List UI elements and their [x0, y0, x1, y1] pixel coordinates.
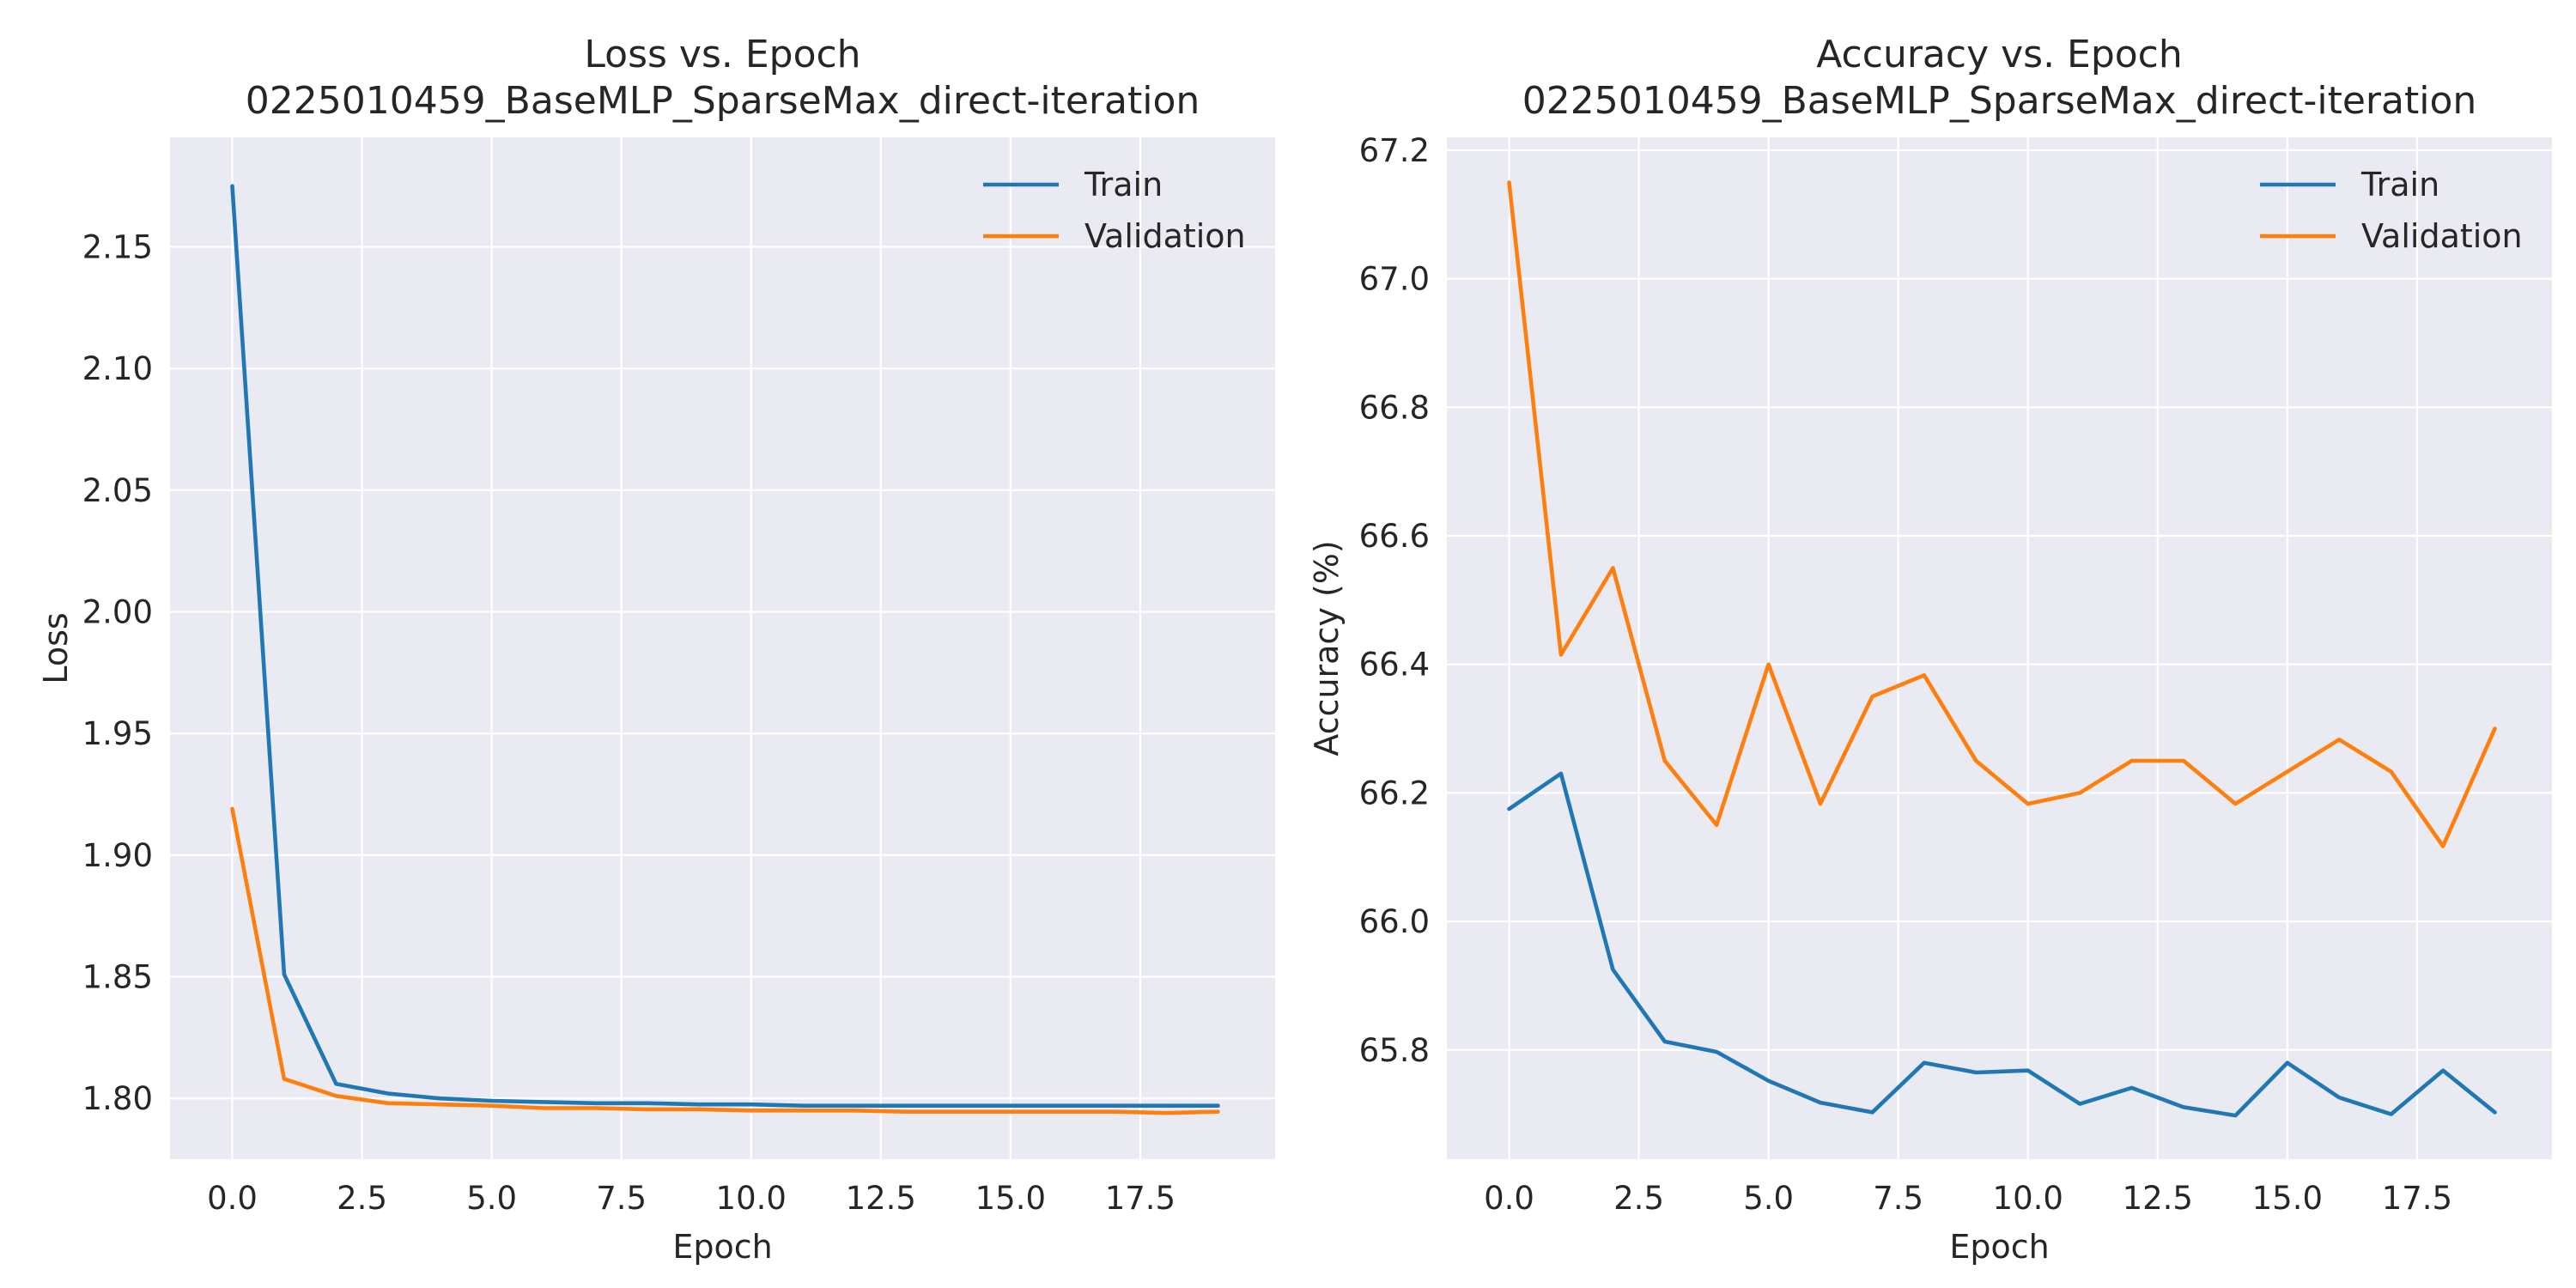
y-tick-label: 1.85 — [82, 959, 153, 996]
series-line-validation — [230, 806, 1220, 1115]
y-axis-label: Accuracy (%) — [1308, 540, 1346, 756]
y-tick-label: 1.90 — [82, 837, 153, 874]
chart-title-line: Loss vs. Epoch — [584, 33, 860, 76]
y-tick-label: 66.8 — [1359, 389, 1430, 426]
y-tick-label: 66.6 — [1359, 518, 1430, 555]
chart-title-line: 0225010459_BaseMLP_SparseMax_direct-iter… — [1522, 79, 2477, 123]
x-tick-label: 17.5 — [1105, 1180, 1176, 1217]
x-axis-label: Epoch — [672, 1228, 772, 1266]
x-tick-label: 0.0 — [207, 1180, 258, 1217]
y-tick-label: 65.8 — [1359, 1032, 1430, 1069]
legend: Train Validation — [983, 166, 1246, 255]
y-axis-label: Loss — [37, 612, 75, 683]
legend: Train Validation — [2260, 166, 2523, 255]
y-tick-label: 1.80 — [82, 1080, 153, 1117]
x-tick-label: 15.0 — [975, 1180, 1046, 1217]
y-tick-label: 66.2 — [1359, 775, 1430, 811]
legend-label: Train — [2360, 166, 2439, 204]
x-tick-label: 12.5 — [846, 1180, 916, 1217]
x-tick-label: 17.5 — [2382, 1180, 2452, 1217]
y-tick-label: 2.15 — [82, 229, 153, 266]
x-tick-label: 10.0 — [1993, 1180, 2063, 1217]
legend-label: Validation — [1084, 217, 1246, 255]
chart-title: Loss vs. Epoch 0225010459_BaseMLP_SparseM… — [246, 33, 1200, 123]
x-tick-label: 7.5 — [596, 1180, 647, 1217]
legend-label: Train — [1084, 166, 1163, 204]
chart-title-line: 0225010459_BaseMLP_SparseMax_direct-iter… — [246, 79, 1200, 123]
loss-chart: 0.0 2.5 5.0 7.5 10.0 12.5 15.0 17.5 1.80 1.85 1.90… — [37, 33, 1275, 1266]
x-axis-label: Epoch — [1949, 1228, 2049, 1266]
x-tick-label: 0.0 — [1484, 1180, 1534, 1217]
x-tick-label: 10.0 — [716, 1180, 787, 1217]
chart-title: Accuracy vs. Epoch 0225010459_BaseMLP_Spa… — [1522, 33, 2477, 123]
y-tick-label: 2.10 — [82, 350, 153, 387]
series-points-train — [232, 185, 1218, 1106]
series-line-train — [230, 184, 1220, 1108]
plot-area — [170, 137, 1275, 1159]
legend-label: Validation — [2361, 217, 2523, 255]
y-tick-label: 2.05 — [82, 472, 153, 509]
x-tick-label: 2.5 — [337, 1180, 387, 1217]
accuracy-chart: 0.0 2.5 5.0 7.5 10.0 12.5 15.0 17.5 65.8 66.0 66.2… — [1308, 33, 2552, 1266]
series-points-train — [1509, 773, 2495, 1116]
y-tick-label: 1.95 — [82, 715, 153, 752]
plot-area — [1447, 137, 2552, 1159]
series-points-validation — [1509, 182, 2495, 847]
chart-title-line: Accuracy vs. Epoch — [1816, 33, 2183, 76]
y-tick-label: 67.0 — [1359, 261, 1430, 298]
x-tick-label: 15.0 — [2252, 1180, 2323, 1217]
x-tick-label: 12.5 — [2123, 1180, 2193, 1217]
x-tick-label: 5.0 — [1743, 1180, 1794, 1217]
y-tick-label: 66.0 — [1359, 903, 1430, 940]
y-tick-label: 2.00 — [82, 594, 153, 631]
series-points-validation — [232, 808, 1218, 1114]
x-tick-label: 5.0 — [466, 1180, 517, 1217]
x-tick-label: 2.5 — [1613, 1180, 1664, 1217]
series-line-train — [1507, 771, 2497, 1118]
series-line-validation — [1507, 180, 2497, 848]
x-tick-label: 7.5 — [1873, 1180, 1923, 1217]
y-tick-label: 66.4 — [1359, 647, 1430, 683]
y-tick-label: 67.2 — [1359, 132, 1430, 169]
